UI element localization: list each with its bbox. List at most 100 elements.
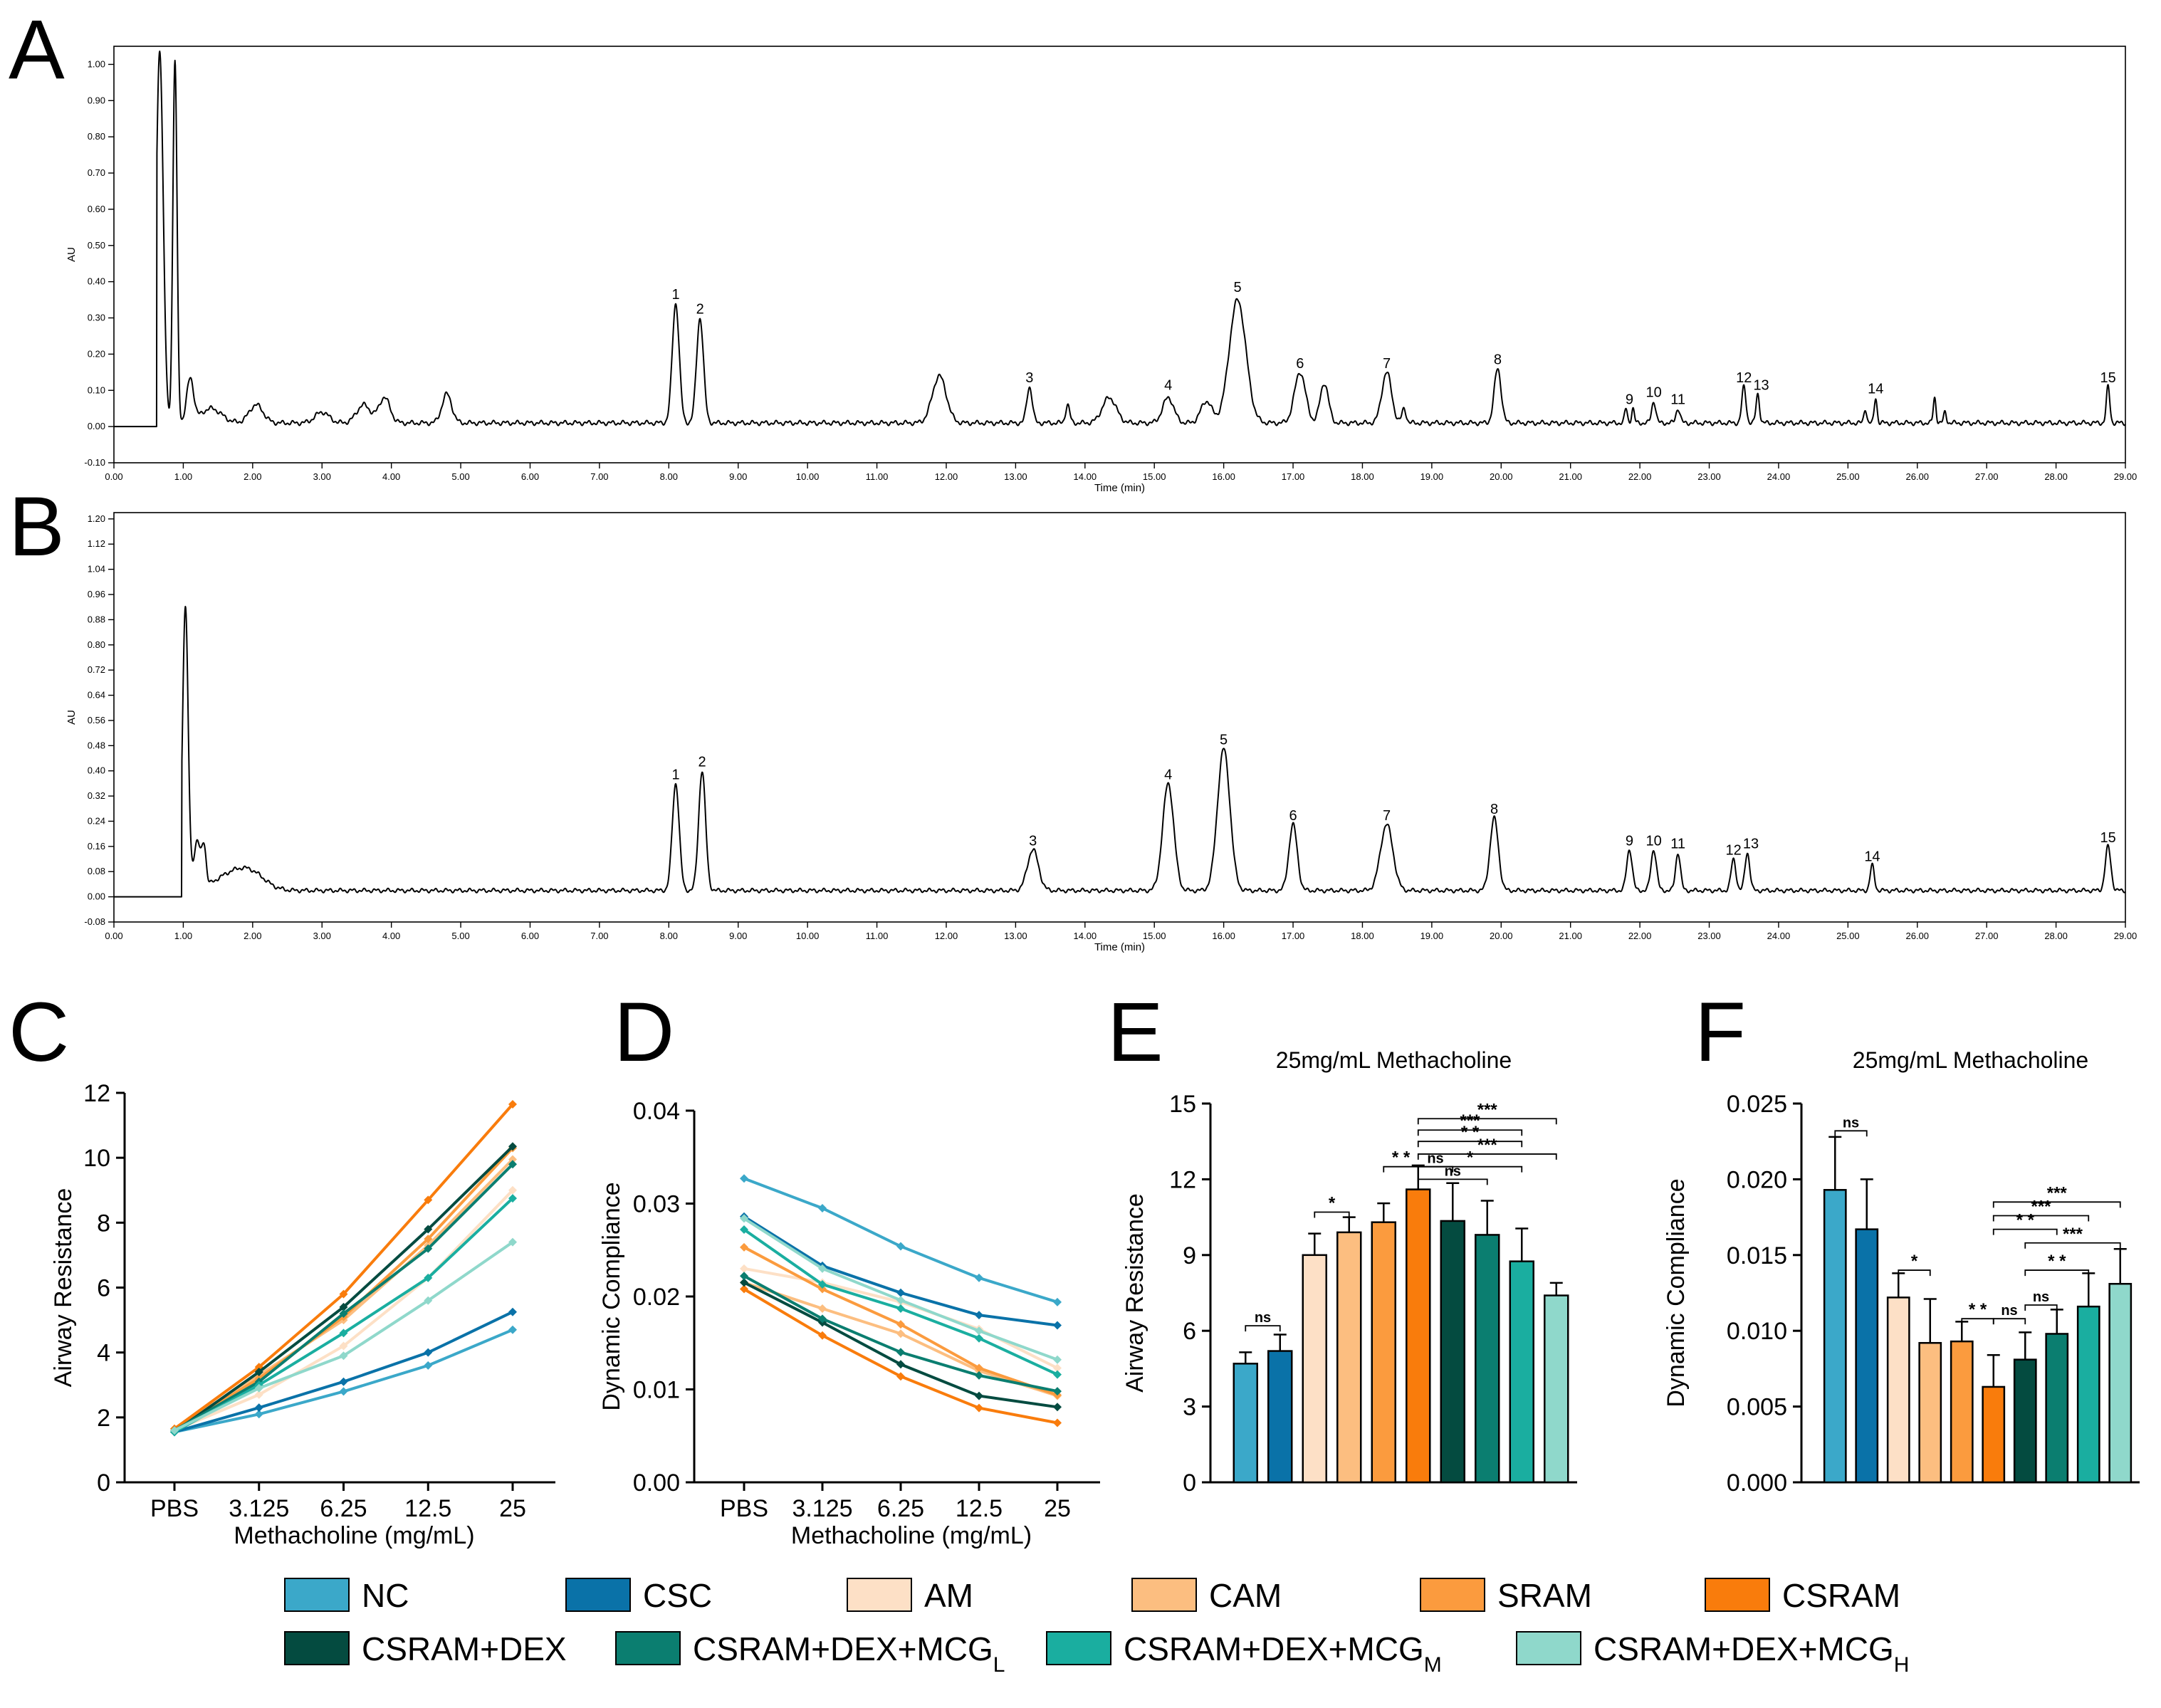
y-axis-title: Airway Resistance bbox=[50, 1188, 77, 1388]
x-tick-label: 4.00 bbox=[382, 471, 400, 482]
data-point bbox=[1053, 1418, 1062, 1427]
y-tick-label: 6 bbox=[97, 1275, 110, 1302]
bar bbox=[2076, 1305, 2100, 1484]
x-tick-label: 14.00 bbox=[1074, 471, 1097, 482]
significance-bracket bbox=[1992, 1228, 2058, 1235]
y-tick-label: 0.90 bbox=[88, 95, 105, 105]
significance-bracket bbox=[1992, 1215, 2090, 1222]
significance-label: * * bbox=[2048, 1252, 2066, 1271]
peak-label: 9 bbox=[1626, 392, 1633, 408]
legend-item: CSRAM+DEX+MCGL bbox=[615, 1630, 1005, 1677]
data-point bbox=[508, 1185, 517, 1195]
bar bbox=[2045, 1333, 2069, 1484]
y-tick-label: 1.04 bbox=[88, 564, 105, 575]
x-tick-label: PBS bbox=[150, 1495, 199, 1522]
bar bbox=[2108, 1282, 2133, 1484]
significance-bracket bbox=[1834, 1130, 1868, 1137]
significance-label: ns bbox=[1427, 1151, 1443, 1167]
data-point bbox=[740, 1264, 748, 1273]
peak-label: 8 bbox=[1494, 352, 1502, 368]
significance-label: *** bbox=[2063, 1225, 2083, 1244]
x-tick-label: 17.00 bbox=[1282, 471, 1305, 482]
bar bbox=[1267, 1350, 1293, 1484]
y-tick-label: 12 bbox=[1169, 1166, 1196, 1193]
peak-label: 12 bbox=[1736, 370, 1752, 386]
peak-label: 3 bbox=[1029, 833, 1037, 849]
significance-bracket bbox=[1417, 1129, 1523, 1136]
x-tick-label: 6.25 bbox=[877, 1495, 924, 1522]
x-tick-label: 2.00 bbox=[244, 471, 261, 482]
legend-swatch bbox=[847, 1578, 912, 1612]
significance-label: * * bbox=[1461, 1123, 1480, 1142]
peak-label: 5 bbox=[1234, 280, 1242, 295]
x-tick-label: 25 bbox=[499, 1495, 526, 1522]
significance-label: * bbox=[1911, 1252, 1918, 1271]
peak-label: 6 bbox=[1289, 808, 1297, 824]
data-point bbox=[975, 1403, 983, 1413]
data-point bbox=[975, 1334, 983, 1343]
panel-letter-C: C bbox=[9, 985, 69, 1079]
y-axis-title: Airway Resistance bbox=[1121, 1193, 1148, 1393]
data-point bbox=[339, 1351, 348, 1361]
data-point bbox=[1053, 1387, 1062, 1396]
significance-bracket bbox=[2024, 1269, 2090, 1277]
data-point bbox=[424, 1244, 433, 1253]
peak-label: 1 bbox=[671, 767, 679, 782]
x-tick-label: 3.00 bbox=[313, 931, 331, 941]
x-tick-label: 5.00 bbox=[451, 471, 469, 482]
peak-label: 15 bbox=[2100, 830, 2116, 846]
line-chart-D: 0.00 0.01 0.02 0.03 0.04 PBS 3.125 6.25 12.5 25 Me… bbox=[598, 1098, 1100, 1549]
data-point bbox=[896, 1329, 905, 1338]
legend-label: NC bbox=[362, 1577, 409, 1614]
legend-item: NC bbox=[284, 1577, 409, 1614]
data-point bbox=[508, 1155, 517, 1164]
y-axis-title: Dynamic Compliance bbox=[1663, 1178, 1690, 1407]
data-point bbox=[424, 1296, 433, 1305]
x-tick-label: 10.00 bbox=[796, 931, 820, 941]
bar-chart-F: 0.000 0.005 0.010 0.015 0.020 0.025 Dynamic Co… bbox=[1663, 1047, 2140, 1497]
y-tick-label: 1.20 bbox=[88, 513, 105, 524]
x-tick-label: 0.00 bbox=[105, 931, 122, 941]
x-tick-label: 17.00 bbox=[1282, 931, 1305, 941]
bar bbox=[1406, 1188, 1431, 1484]
x-tick-label: 5.00 bbox=[451, 931, 469, 941]
significance-label: ns bbox=[2001, 1303, 2017, 1319]
bar bbox=[1855, 1228, 1879, 1484]
y-tick-label: 0.80 bbox=[88, 639, 105, 650]
y-tick-label: -0.08 bbox=[84, 916, 105, 927]
x-tick-label: 8.00 bbox=[660, 471, 678, 482]
data-point bbox=[975, 1326, 983, 1336]
bar bbox=[1544, 1294, 1569, 1484]
y-tick-label: 0.80 bbox=[88, 131, 105, 142]
peak-label: 8 bbox=[1490, 802, 1498, 817]
data-point bbox=[508, 1099, 517, 1109]
data-point bbox=[1053, 1355, 1062, 1364]
y-tick-label: 3 bbox=[1183, 1394, 1196, 1421]
y-axis-title: AU bbox=[66, 710, 78, 725]
x-axis-title: Methacholine (mg/mL) bbox=[234, 1522, 474, 1549]
y-tick-label: 2 bbox=[97, 1405, 110, 1432]
y-tick-label: 0.005 bbox=[1727, 1394, 1787, 1421]
legend-label: CSRAM bbox=[1782, 1577, 1900, 1614]
x-tick-label: 1.00 bbox=[174, 471, 192, 482]
peak-label: 10 bbox=[1645, 385, 1661, 401]
y-tick-label: 0.015 bbox=[1727, 1242, 1787, 1269]
y-tick-label: 0.72 bbox=[88, 664, 105, 675]
legend-item: CSRAM+DEX+MCGH bbox=[1516, 1630, 1909, 1677]
legend-swatch bbox=[1131, 1578, 1197, 1612]
peak-label: 2 bbox=[696, 302, 704, 318]
data-point bbox=[818, 1304, 827, 1313]
data-point bbox=[424, 1195, 433, 1205]
x-tick-label: 27.00 bbox=[1975, 471, 1999, 482]
peak-label: 13 bbox=[1743, 837, 1759, 852]
data-point bbox=[508, 1194, 517, 1203]
y-tick-label: 0.96 bbox=[88, 589, 105, 599]
significance-label: * bbox=[1467, 1148, 1474, 1168]
x-tick-label: 21.00 bbox=[1559, 471, 1582, 482]
data-point bbox=[339, 1341, 348, 1351]
data-point bbox=[424, 1225, 433, 1234]
data-point bbox=[740, 1272, 748, 1281]
data-point bbox=[1053, 1297, 1062, 1306]
chromatogram-trace bbox=[113, 605, 2126, 898]
significance-label: *** bbox=[1477, 1136, 1498, 1155]
